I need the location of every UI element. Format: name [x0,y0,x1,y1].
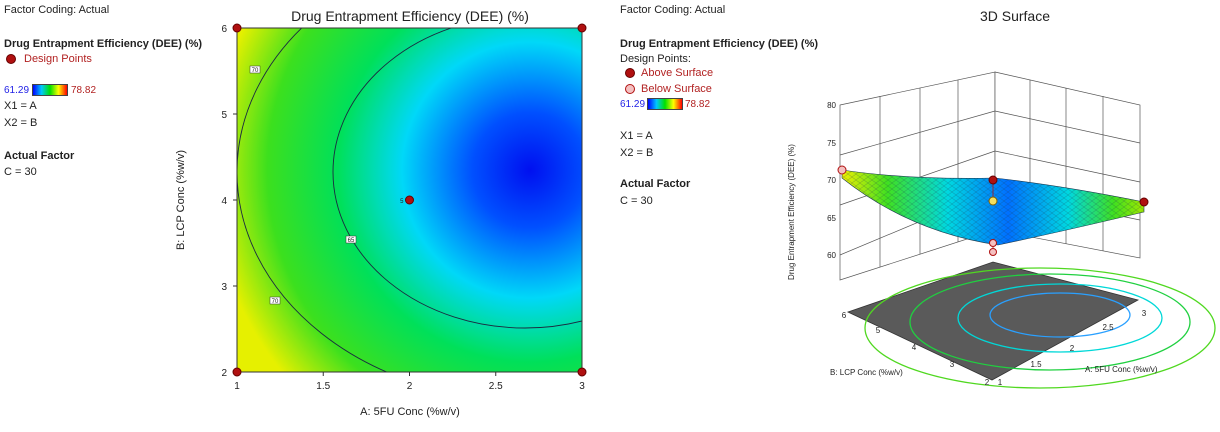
contour-chart: Drug Entrapment Efficiency (DEE) (%) 70 … [175,8,587,418]
z-tick-label: 70 [827,176,836,185]
a-axis-tick: 1 [998,378,1003,387]
y-tick-label: 3 [221,282,227,293]
x1-mapping-3d: X1 = A [620,130,653,142]
design-point-3d [837,165,847,175]
x-tick-label: 2.5 [489,381,503,392]
b-axis-tick: 3 [950,360,955,369]
actual-factor-value: C = 30 [4,166,37,178]
z-tick-label: 65 [827,214,836,223]
x2-mapping: X2 = B [4,117,38,129]
z-tick-label: 80 [827,101,836,110]
floor-contours [864,267,1216,389]
range-min-label: 61.29 [4,85,30,96]
design-point [232,23,242,33]
actual-factor-title-3d: Actual Factor [620,178,691,190]
design-points-label-3d: Design Points: [620,53,691,65]
contour-label-70-top: 70 [252,68,259,74]
a-axis-tick: 2.5 [1102,323,1114,332]
design-point-3d [988,196,998,206]
contour-x-axis-label: A: 5FU Conc (%w/v) [360,406,460,418]
design-points-label: Design Points [24,53,92,65]
response-title: Drug Entrapment Efficiency (DEE) (%) [4,38,203,50]
contour-label-70-bottom: 70 [272,299,279,305]
surface-chart-title: 3D Surface [980,8,1050,24]
range-max-label-3d: 78.82 [685,99,711,110]
contour-line-65 [332,28,582,329]
above-surface-icon [625,68,635,78]
surface-chart: 3D Surface 80 75 70 [787,8,1216,389]
response-title-3d: Drug Entrapment Efficiency (DEE) (%) [620,38,819,50]
surface-z-axis-label: Drug Entrapment Efficiency (DEE) (%) [787,144,796,280]
design-point-3d [988,175,998,185]
x-tick-label: 1 [234,381,240,392]
design-point-3d [989,248,997,256]
design-point [577,23,587,33]
b-axis-tick: 4 [912,343,917,352]
range-max-label: 78.82 [71,85,97,96]
factor-coding-label: Factor Coding: Actual [4,4,110,16]
color-scale-bar [32,84,68,96]
surface-a-axis-label: A: 5FU Conc (%w/v) [1085,365,1158,374]
design-point-legend-icon [6,54,16,64]
z-tick-label: 75 [827,139,836,148]
y-tick-label: 4 [221,196,227,207]
below-surface-label: Below Surface [641,83,712,95]
b-axis-tick: 5 [876,326,881,335]
y-tick-label: 6 [221,24,227,35]
y-tick-label: 2 [221,368,227,379]
range-min-label-3d: 61.29 [620,99,646,110]
actual-factor-value-3d: C = 30 [620,195,653,207]
surface-b-axis-label: B: LCP Conc (%w/v) [830,368,903,377]
design-point [232,367,242,377]
z-tick-label: 60 [827,251,836,260]
b-axis-tick: 6 [842,311,847,320]
contour-chart-title: Drug Entrapment Efficiency (DEE) (%) [291,8,529,24]
design-point [577,367,587,377]
actual-factor-title: Actual Factor [4,150,75,162]
contour-label-65: 65 [348,238,355,244]
a-axis-tick: 3 [1142,309,1147,318]
design-point-3d [1139,197,1149,207]
x-tick-label: 3 [579,381,585,392]
color-scale-bar-3d [647,98,683,110]
a-axis-tick: 2 [1070,344,1075,353]
y-tick-label: 5 [221,110,227,121]
design-point-count-label: 5 [400,199,404,205]
x2-mapping-3d: X2 = B [620,147,654,159]
design-point-3d [989,239,997,247]
a-axis-tick: 1.5 [1030,360,1042,369]
b-axis-tick: 2 [985,378,990,387]
below-surface-icon [625,84,635,94]
above-surface-label: Above Surface [641,67,714,79]
factor-coding-label-3d: Factor Coding: Actual [620,4,726,16]
design-point [405,195,414,205]
x1-mapping: X1 = A [4,100,37,112]
x-tick-label: 2 [407,381,413,392]
x-tick-label: 1.5 [316,381,330,392]
contour-y-axis-label: B: LCP Conc (%w/v) [175,150,187,250]
